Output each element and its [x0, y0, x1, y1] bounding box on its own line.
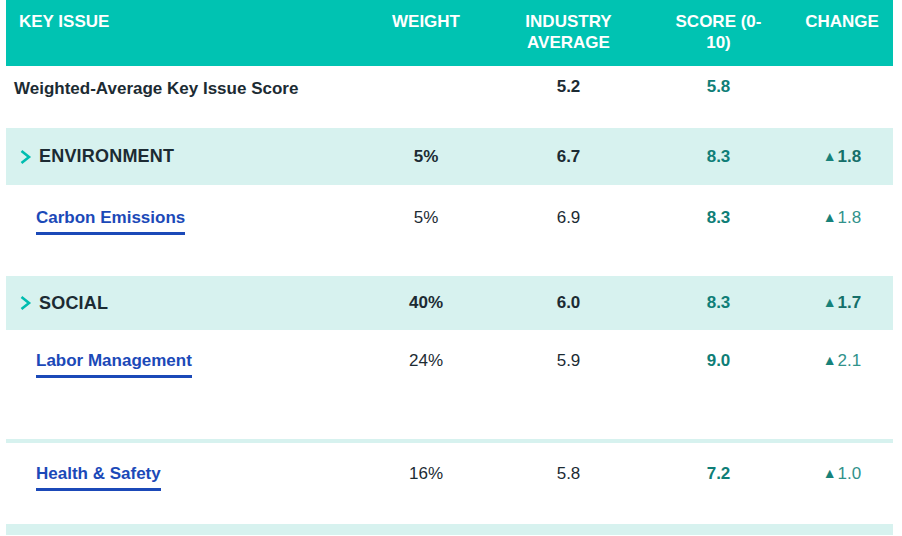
environment-industry-average: 6.7	[491, 147, 646, 167]
social-score: 8.3	[646, 293, 791, 313]
column-header-score: SCORE (0-10)	[646, 11, 791, 54]
labor-management-weight: 24%	[361, 351, 491, 371]
environment-weight: 5%	[361, 147, 491, 167]
environment-label: ENVIRONMENT	[39, 146, 174, 167]
carbon-emissions-weight: 5%	[361, 208, 491, 228]
key-issue-table: KEY ISSUE WEIGHT INDUSTRY AVERAGE SCORE …	[6, 0, 893, 535]
weighted-average-weight	[361, 75, 491, 77]
social-change: ▲1.7	[791, 293, 893, 313]
next-section-band	[6, 524, 893, 535]
labor-management-link[interactable]: Labor Management	[36, 351, 192, 378]
labor-management-score: 9.0	[646, 351, 791, 371]
health-safety-weight: 16%	[361, 464, 491, 484]
carbon-emissions-industry-average: 6.9	[491, 208, 646, 228]
social-weight: 40%	[361, 293, 491, 313]
table-row-carbon-emissions: Carbon Emissions 5% 6.9 8.3 ▲1.8	[6, 185, 893, 276]
environment-score: 8.3	[646, 147, 791, 167]
table-row-social[interactable]: SOCIAL 40% 6.0 8.3 ▲1.7	[6, 276, 893, 330]
table-row-labor-management: Labor Management 24% 5.9 9.0 ▲2.1	[6, 330, 893, 439]
labor-management-industry-average: 5.9	[491, 351, 646, 371]
social-label: SOCIAL	[39, 293, 108, 314]
health-safety-score: 7.2	[646, 464, 791, 484]
table-row-health-safety: Health & Safety 16% 5.8 7.2 ▲1.0	[6, 443, 893, 524]
up-triangle-icon: ▲	[823, 352, 837, 368]
carbon-emissions-change: ▲1.8	[791, 208, 893, 228]
table-row-environment[interactable]: ENVIRONMENT 5% 6.7 8.3 ▲1.8	[6, 128, 893, 185]
health-safety-change: ▲1.0	[791, 464, 893, 484]
column-header-key-issue: KEY ISSUE	[6, 11, 361, 32]
social-industry-average: 6.0	[491, 293, 646, 313]
column-header-weight: WEIGHT	[361, 11, 491, 32]
up-triangle-icon: ▲	[823, 465, 837, 481]
carbon-emissions-link[interactable]: Carbon Emissions	[36, 208, 185, 235]
weighted-average-industry-average: 5.2	[491, 75, 646, 97]
health-safety-link[interactable]: Health & Safety	[36, 464, 161, 491]
carbon-emissions-score: 8.3	[646, 208, 791, 228]
labor-management-change: ▲2.1	[791, 351, 893, 371]
chevron-right-icon[interactable]	[18, 294, 32, 312]
column-header-change: CHANGE	[791, 11, 893, 32]
table-row-weighted-average: Weighted-Average Key Issue Score 5.2 5.8	[6, 66, 893, 128]
health-safety-industry-average: 5.8	[491, 464, 646, 484]
weighted-average-score: 5.8	[646, 75, 791, 97]
environment-change: ▲1.8	[791, 147, 893, 167]
up-triangle-icon: ▲	[823, 148, 837, 164]
chevron-right-icon[interactable]	[18, 148, 32, 166]
up-triangle-icon: ▲	[823, 209, 837, 225]
up-triangle-icon: ▲	[823, 294, 837, 310]
column-header-industry-average: INDUSTRY AVERAGE	[491, 11, 646, 54]
table-header-row: KEY ISSUE WEIGHT INDUSTRY AVERAGE SCORE …	[6, 0, 893, 66]
weighted-average-label: Weighted-Average Key Issue Score	[6, 75, 318, 102]
